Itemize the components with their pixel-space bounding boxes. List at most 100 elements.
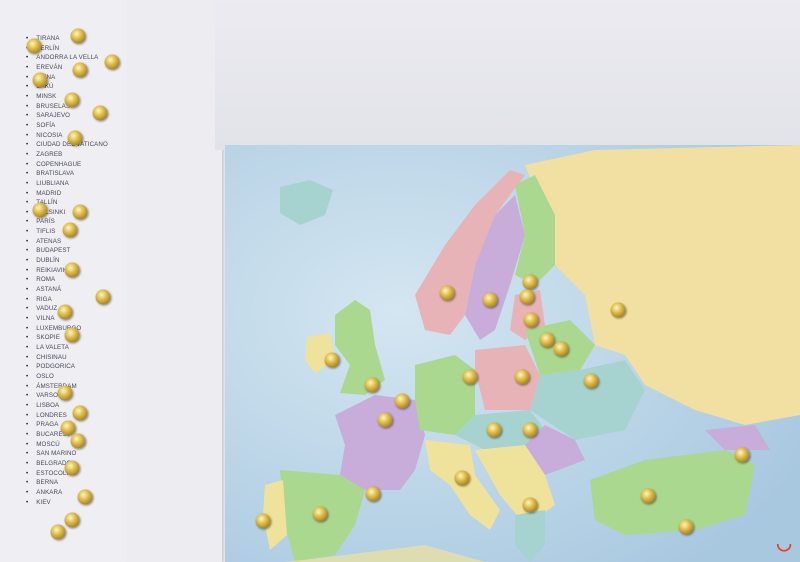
- greece: [515, 510, 545, 562]
- capital-item: LIUBLIANA: [26, 179, 108, 189]
- gold-pin[interactable]: [377, 412, 393, 428]
- capital-item: TIFLIS: [26, 227, 108, 237]
- gold-pin[interactable]: [462, 369, 478, 385]
- capital-item: ROMA: [26, 275, 108, 285]
- gold-pin[interactable]: [64, 512, 80, 528]
- gold-pin[interactable]: [104, 54, 120, 70]
- gold-pin[interactable]: [57, 304, 73, 320]
- gold-pin[interactable]: [486, 422, 502, 438]
- gold-pin[interactable]: [70, 28, 86, 44]
- gold-pin[interactable]: [60, 420, 76, 436]
- gold-pin[interactable]: [67, 130, 83, 146]
- capital-item: ASTANÁ: [26, 285, 108, 295]
- gold-pin[interactable]: [523, 312, 539, 328]
- gold-pin[interactable]: [734, 447, 750, 463]
- capital-item: ESTOCOLMO: [26, 469, 108, 479]
- capital-item: SKOPIE: [26, 333, 108, 343]
- capital-item: CHISINAU: [26, 353, 108, 363]
- gold-pin[interactable]: [324, 352, 340, 368]
- gold-pin[interactable]: [92, 105, 108, 121]
- capital-item: ANDORRA LA VELLA: [26, 53, 108, 63]
- gold-pin[interactable]: [95, 289, 111, 305]
- gold-pin[interactable]: [62, 222, 78, 238]
- romania: [525, 425, 585, 475]
- gold-pin[interactable]: [70, 433, 86, 449]
- gold-pin[interactable]: [312, 506, 328, 522]
- gold-pin[interactable]: [553, 341, 569, 357]
- capital-item: PARÍS: [26, 217, 108, 227]
- gold-pin[interactable]: [364, 377, 380, 393]
- capital-item: RIGA: [26, 295, 108, 305]
- russia: [525, 145, 800, 425]
- capital-item: MINSK: [26, 92, 108, 102]
- gold-pin[interactable]: [72, 62, 88, 78]
- gold-pin[interactable]: [57, 385, 73, 401]
- gold-pin[interactable]: [482, 292, 498, 308]
- gold-pin[interactable]: [64, 460, 80, 476]
- capital-item: BELGRADO: [26, 459, 108, 469]
- pinned-list-sheet: TIRANABERLÍNANDORRA LA VELLAEREVÁNVIENAB…: [0, 0, 128, 562]
- gold-pin[interactable]: [365, 486, 381, 502]
- gold-pin[interactable]: [32, 72, 48, 88]
- gold-pin[interactable]: [255, 513, 271, 529]
- gold-pin[interactable]: [583, 373, 599, 389]
- wall: [215, 0, 800, 150]
- watermark-logo: ◡: [776, 533, 792, 553]
- gold-pin[interactable]: [640, 488, 656, 504]
- capital-item: BERLÍN: [26, 44, 108, 54]
- gold-pin[interactable]: [539, 332, 555, 348]
- gold-pin[interactable]: [522, 274, 538, 290]
- gold-pin[interactable]: [439, 285, 455, 301]
- ukraine: [530, 360, 645, 440]
- france: [335, 395, 425, 490]
- capital-item: COPENHAGUE: [26, 160, 108, 170]
- germany: [415, 355, 475, 435]
- capital-item: LONDRES: [26, 411, 108, 421]
- capital-item: KIEV: [26, 498, 108, 508]
- gold-pin[interactable]: [64, 262, 80, 278]
- capital-item: CIUDAD DEL VATICANO: [26, 140, 108, 150]
- gold-pin[interactable]: [50, 524, 66, 540]
- capital-item: SOFÍA: [26, 121, 108, 131]
- turkey: [590, 450, 755, 535]
- gold-pin[interactable]: [394, 393, 410, 409]
- gold-pin[interactable]: [64, 327, 80, 343]
- reference-list-sheet: TIRANABERLÍNANDORRA LA VELLAEREVÁNVIENAB…: [128, 0, 351, 562]
- gold-pin[interactable]: [522, 422, 538, 438]
- finland: [515, 175, 555, 285]
- gold-pin[interactable]: [72, 204, 88, 220]
- gold-pin[interactable]: [522, 497, 538, 513]
- capital-item: NICOSIA: [26, 131, 108, 141]
- gold-pin[interactable]: [678, 519, 694, 535]
- capital-item: VADUZ: [26, 304, 108, 314]
- capital-item: ZAGREB: [26, 150, 108, 160]
- capital-item: ANKARA: [26, 488, 108, 498]
- gold-pin[interactable]: [26, 38, 42, 54]
- capital-item: MOSCÚ: [26, 440, 108, 450]
- gold-pin[interactable]: [519, 289, 535, 305]
- gold-pin[interactable]: [454, 470, 470, 486]
- capital-item: EREVÁN: [26, 63, 108, 73]
- capital-item: BRATISLAVA: [26, 169, 108, 179]
- gold-pin[interactable]: [77, 489, 93, 505]
- capital-item: LUXEMBURGO: [26, 324, 108, 334]
- capital-item: BERNA: [26, 478, 108, 488]
- gold-pin[interactable]: [514, 369, 530, 385]
- gold-pin[interactable]: [32, 202, 48, 218]
- capital-item: REIKIAVIK: [26, 266, 108, 276]
- gold-pin[interactable]: [72, 405, 88, 421]
- capital-item: BRUSELAS: [26, 102, 108, 112]
- capital-item: OSLO: [26, 372, 108, 382]
- capital-item: PRAGA: [26, 420, 108, 430]
- capital-item: BUDAPEST: [26, 246, 108, 256]
- capital-item: VILNA: [26, 314, 108, 324]
- north-africa: [285, 545, 485, 562]
- gold-pin[interactable]: [610, 302, 626, 318]
- capital-item: ÁMSTERDAM: [26, 382, 108, 392]
- capital-item: SAN MARINO: [26, 449, 108, 459]
- capital-item: LISBOA: [26, 401, 108, 411]
- capital-item: BAKÚ: [26, 82, 108, 92]
- capital-item: TIRANA: [26, 34, 108, 44]
- gold-pin[interactable]: [64, 92, 80, 108]
- capital-item: PODGORICA: [26, 362, 108, 372]
